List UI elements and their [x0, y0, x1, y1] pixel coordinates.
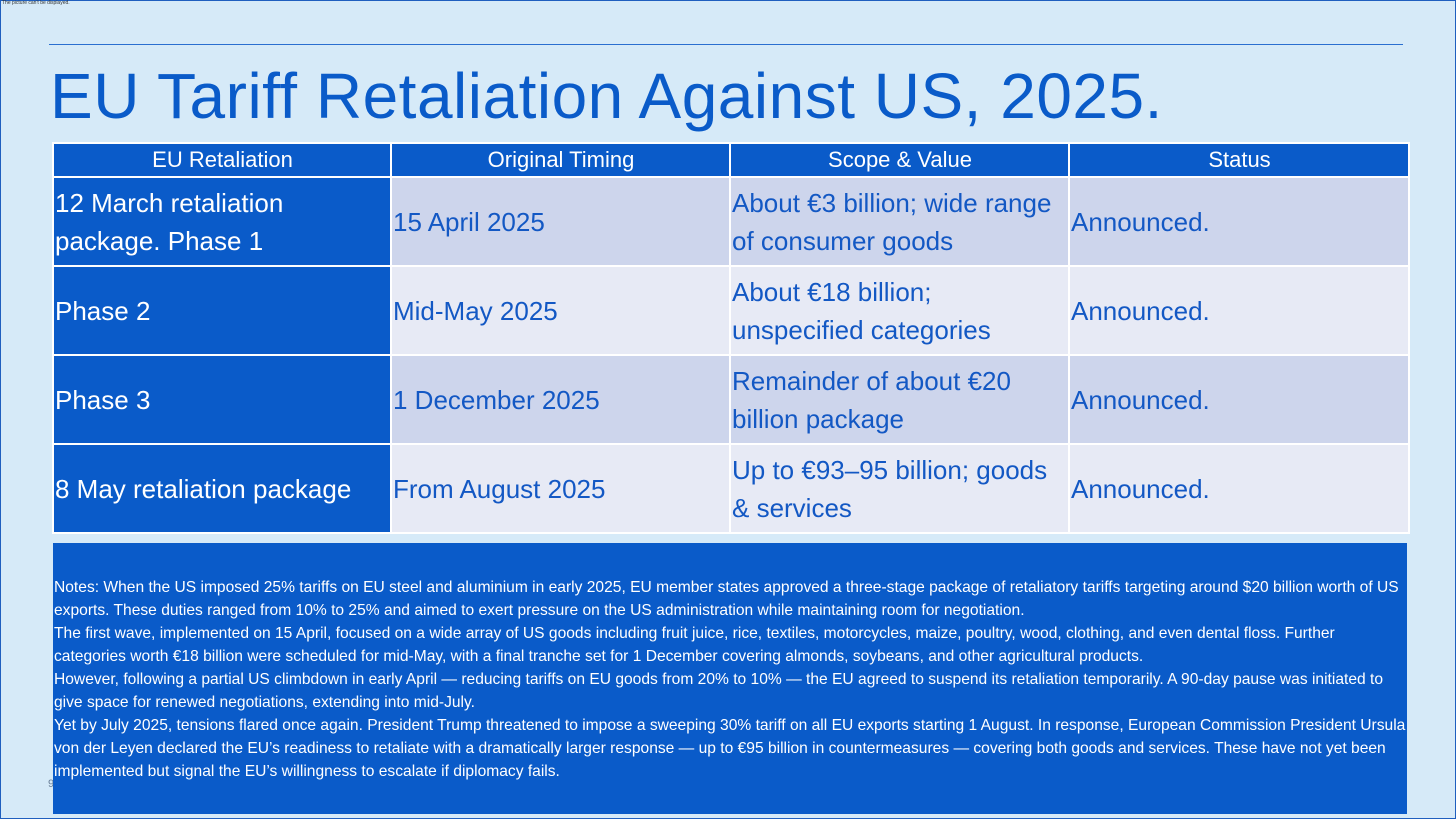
- timing-cell: From August 2025: [390, 443, 731, 534]
- image-placeholder-notice: The picture can't be displayed.: [2, 0, 70, 6]
- page-number: 9: [48, 778, 55, 790]
- timing-cell: 15 April 2025: [390, 176, 731, 267]
- scope-cell: About €18 billion; unspecified categorie…: [729, 265, 1070, 356]
- header-eu-retaliation: EU Retaliation: [52, 142, 392, 178]
- notes-paragraph: The first wave, implemented on 15 April,…: [54, 625, 1335, 665]
- status-cell: Announced.: [1068, 176, 1410, 267]
- timing-cell: 1 December 2025: [390, 354, 731, 445]
- header-scope-value: Scope & Value: [729, 142, 1070, 178]
- status-cell: Announced.: [1068, 443, 1410, 534]
- slide-title: EU Tariff Retaliation Against US, 2025.: [50, 60, 1163, 132]
- timing-cell: Mid-May 2025: [390, 265, 731, 356]
- table-row: Phase 3 1 December 2025 Remainder of abo…: [52, 354, 1410, 445]
- table-row: 8 May retaliation package From August 20…: [52, 443, 1410, 534]
- table-row: Phase 2 Mid-May 2025 About €18 billion; …: [52, 265, 1410, 356]
- retaliation-cell: Phase 3: [52, 354, 392, 445]
- header-status: Status: [1068, 142, 1410, 178]
- notes-paragraph: However, following a partial US climbdow…: [54, 671, 1384, 711]
- scope-cell: About €3 billion; wide range of consumer…: [729, 176, 1070, 267]
- table-header-row: EU Retaliation Original Timing Scope & V…: [52, 142, 1410, 178]
- top-divider: [49, 44, 1403, 45]
- notes-box: Notes: When the US imposed 25% tariffs o…: [53, 543, 1407, 814]
- table-row: 12 March retaliation package. Phase 1 15…: [52, 176, 1410, 267]
- header-original-timing: Original Timing: [390, 142, 731, 178]
- scope-cell: Up to €93–95 billion; goods & services: [729, 443, 1070, 534]
- notes-paragraph: Notes: When the US imposed 25% tariffs o…: [54, 579, 1399, 619]
- scope-cell: Remainder of about €20 billion package: [729, 354, 1070, 445]
- retaliation-cell: Phase 2: [52, 265, 392, 356]
- retaliation-table: EU Retaliation Original Timing Scope & V…: [52, 142, 1410, 534]
- notes-paragraph: Yet by July 2025, tensions flared once a…: [54, 717, 1406, 780]
- status-cell: Announced.: [1068, 265, 1410, 356]
- status-cell: Announced.: [1068, 354, 1410, 445]
- retaliation-cell: 12 March retaliation package. Phase 1: [52, 176, 392, 267]
- retaliation-cell: 8 May retaliation package: [52, 443, 392, 534]
